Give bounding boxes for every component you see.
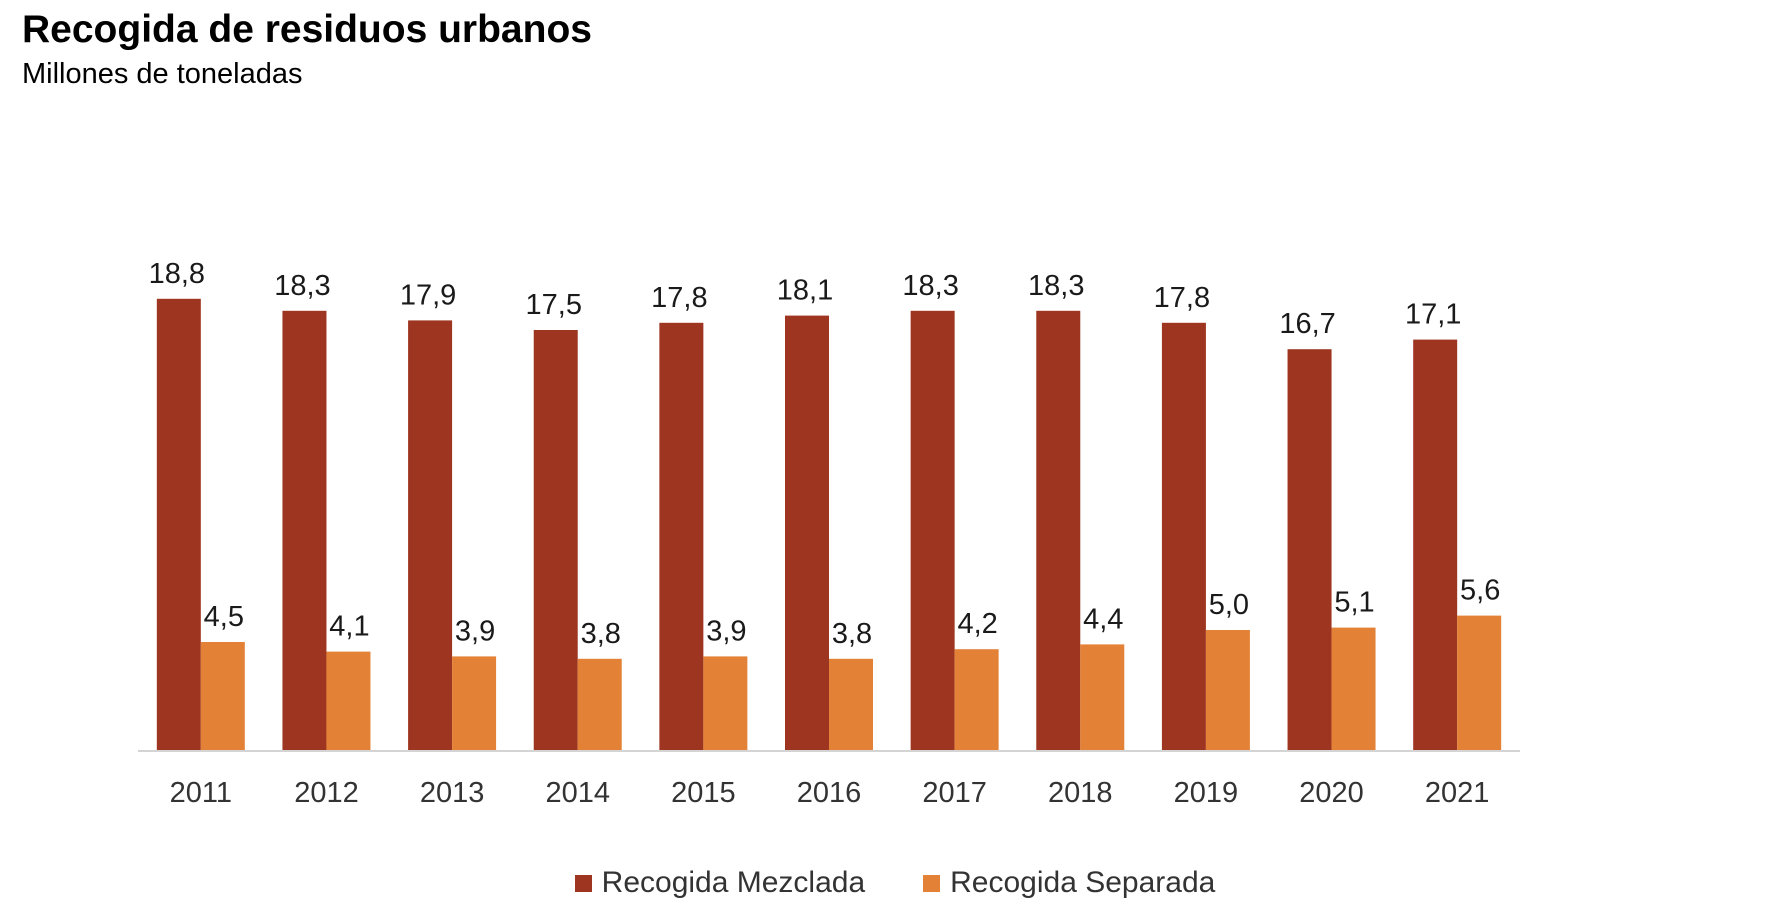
chart-title: Recogida de residuos urbanos [22,8,592,51]
data-label-recogida-separada-2021: 5,6 [1460,575,1500,607]
legend-item-mezclada: Recogida Mezclada [574,866,866,900]
data-label-recogida-mezclada-2015: 17,8 [651,282,707,314]
x-tick-label-2011: 2011 [170,777,232,809]
data-label-recogida-separada-2019: 5,0 [1209,589,1249,621]
bar-recogida-separada-2019 [1205,630,1250,750]
data-label-recogida-mezclada-2019: 17,8 [1154,282,1210,314]
data-label-recogida-separada-2016: 3,8 [832,618,872,650]
bar-recogida-separada-2018 [1080,644,1125,750]
chart-legend: Recogida Mezclada Recogida Separada [0,866,1790,900]
x-tick-label-2016: 2016 [797,777,862,809]
data-label-recogida-separada-2013: 3,9 [455,615,495,647]
data-label-recogida-mezclada-2018: 18,3 [1028,270,1084,302]
data-label-recogida-mezclada-2020: 16,7 [1279,308,1335,340]
data-label-recogida-mezclada-2013: 17,9 [400,279,456,311]
legend-swatch-mezclada [574,874,592,892]
bar-recogida-mezclada-2012 [282,310,327,750]
legend-label-mezclada: Recogida Mezclada [601,866,866,899]
x-tick-label-2018: 2018 [1048,777,1113,809]
bar-recogida-separada-2012 [326,651,371,750]
bar-recogida-mezclada-2021 [1413,339,1458,750]
x-tick-label-2012: 2012 [294,777,359,809]
data-label-recogida-separada-2018: 4,4 [1083,603,1123,635]
legend-swatch-separada [923,874,941,892]
data-label-recogida-separada-2014: 3,8 [581,618,621,650]
bar-recogida-mezclada-2011 [156,298,201,750]
x-tick-label-2020: 2020 [1299,777,1364,809]
bar-recogida-separada-2011 [200,642,245,750]
bar-recogida-separada-2013 [452,656,497,750]
x-tick-label-2019: 2019 [1174,777,1239,809]
data-label-recogida-mezclada-2021: 17,1 [1405,299,1461,331]
bar-recogida-separada-2014 [577,658,622,750]
bar-recogida-mezclada-2015 [659,322,704,750]
x-tick-label-2021: 2021 [1425,777,1490,809]
bar-recogida-separada-2017 [954,649,999,750]
bar-recogida-mezclada-2013 [408,320,453,750]
bar-recogida-mezclada-2019 [1161,322,1206,750]
data-label-recogida-separada-2011: 4,5 [204,601,244,633]
bar-recogida-mezclada-2014 [533,330,578,750]
data-label-recogida-separada-2017: 4,2 [957,608,997,640]
data-label-recogida-separada-2020: 5,1 [1334,587,1374,619]
bar-recogida-separada-2021 [1457,615,1502,750]
data-label-recogida-mezclada-2011: 18,8 [149,258,205,290]
bar-recogida-mezclada-2020 [1287,349,1332,750]
data-label-recogida-separada-2012: 4,1 [329,611,369,643]
x-tick-label-2013: 2013 [420,777,485,809]
data-label-recogida-mezclada-2014: 17,5 [526,289,582,321]
legend-label-separada: Recogida Separada [950,866,1216,899]
bar-recogida-separada-2015 [703,656,748,750]
data-label-recogida-mezclada-2016: 18,1 [777,275,833,307]
x-tick-label-2017: 2017 [922,777,987,809]
legend-item-separada: Recogida Separada [923,866,1215,900]
bar-recogida-mezclada-2017 [910,310,955,750]
data-label-recogida-mezclada-2017: 18,3 [902,270,958,302]
bar-recogida-mezclada-2016 [785,315,829,750]
chart-subtitle: Millones de toneladas [22,58,303,90]
x-tick-label-2015: 2015 [671,777,736,809]
bar-recogida-mezclada-2018 [1036,310,1081,750]
bar-recogida-separada-2020 [1331,627,1376,750]
bar-recogida-separada-2016 [829,658,873,750]
data-label-recogida-separada-2015: 3,9 [706,615,746,647]
x-tick-label-2014: 2014 [545,777,610,809]
data-label-recogida-mezclada-2012: 18,3 [274,270,330,302]
